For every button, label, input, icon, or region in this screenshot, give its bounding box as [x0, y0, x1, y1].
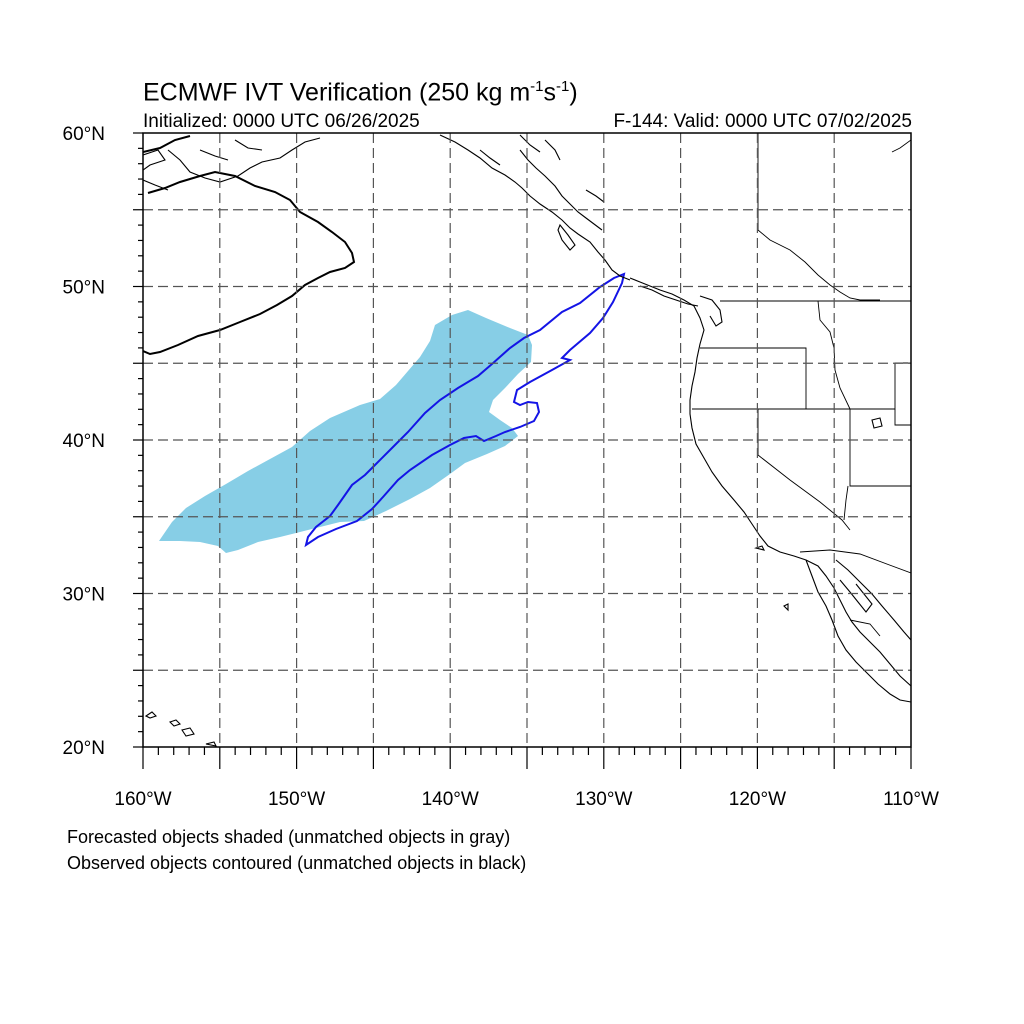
graticule: [143, 133, 911, 747]
x-tick-label: 160°W: [114, 789, 171, 810]
y-tick-label: 40°N: [63, 431, 105, 452]
y-tick-label: 20°N: [63, 738, 105, 759]
x-tick-label: 130°W: [575, 789, 632, 810]
initialized-label: Initialized: 0000 UTC 06/26/2025: [143, 111, 420, 132]
axis-tick-labels: 160°W 150°W 140°W 130°W 120°W 110°W 60°N 50°N 40…: [63, 124, 939, 810]
legend-note-observed: Observed objects contoured (unmatched ob…: [67, 853, 527, 873]
map-layers: [143, 133, 911, 747]
x-tick-label: 120°W: [729, 789, 786, 810]
coastlines: [143, 134, 911, 747]
y-tick-label: 50°N: [63, 278, 105, 299]
y-tick-label: 60°N: [63, 124, 105, 145]
x-tick-label: 140°W: [422, 789, 479, 810]
legend-note-forecast: Forecasted objects shaded (unmatched obj…: [67, 827, 511, 847]
observed-object: [304, 272, 626, 548]
forecast-object: [159, 310, 532, 553]
x-tick-label: 110°W: [883, 789, 939, 810]
political-boundaries: [692, 133, 911, 637]
y-tick-label: 30°N: [63, 585, 105, 606]
x-tick-label: 150°W: [268, 789, 325, 810]
axis-ticks: [133, 132, 912, 769]
chart-title: ECMWF IVT Verification (250 kg m-1s-1): [143, 78, 578, 107]
valid-time-label: F-144: Valid: 0000 UTC 07/02/2025: [613, 111, 912, 132]
